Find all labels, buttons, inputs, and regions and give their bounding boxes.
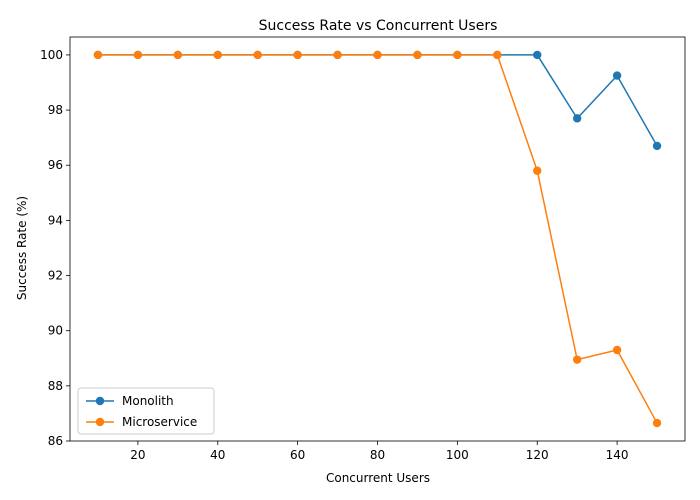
legend-label: Monolith (122, 394, 174, 408)
x-tick-label: 140 (606, 448, 629, 462)
x-tick-label: 120 (526, 448, 549, 462)
x-tick-label: 40 (210, 448, 225, 462)
data-point (253, 50, 262, 60)
x-tick-label: 100 (446, 448, 469, 462)
x-tick-label: 20 (130, 448, 145, 462)
x-axis: 20 40 60 80 100 120 140 (130, 441, 629, 462)
data-point (493, 50, 502, 60)
data-point (333, 50, 342, 60)
series-microservice (93, 50, 662, 428)
x-tick-label: 80 (370, 448, 385, 462)
legend-swatch-marker (95, 417, 105, 427)
plot-area (69, 36, 686, 442)
legend-entry-microservice: Microservice (86, 415, 197, 429)
data-point (133, 50, 143, 60)
legend: Monolith Microservice (77, 387, 215, 435)
y-tick-label: 88 (48, 379, 63, 393)
plot-frame (69, 36, 686, 442)
y-axis: 86 88 90 92 94 96 98 100 (40, 48, 70, 448)
data-point (373, 50, 382, 60)
data-point (612, 71, 622, 80)
legend-label: Microservice (122, 415, 197, 429)
data-point (572, 114, 582, 123)
data-point (93, 50, 103, 60)
data-point (293, 50, 302, 60)
y-tick-label: 96 (48, 158, 63, 172)
data-point (533, 166, 542, 175)
data-point (652, 141, 662, 151)
y-tick-label: 86 (48, 434, 63, 448)
y-tick-label: 98 (48, 103, 63, 117)
x-axis-label: Concurrent Users (326, 471, 430, 485)
data-point (612, 345, 622, 355)
x-tick-label: 60 (290, 448, 305, 462)
data-point (173, 50, 183, 60)
chart-title: Success Rate vs Concurrent Users (259, 18, 498, 34)
series-line (97, 54, 658, 424)
y-tick-label: 90 (48, 324, 63, 338)
y-tick-label: 92 (48, 269, 63, 283)
legend-swatch-marker (95, 396, 105, 406)
data-point (213, 50, 222, 60)
data-point (572, 355, 582, 364)
data-point (533, 50, 542, 60)
data-point (652, 418, 662, 428)
y-axis-label: Success Rate (%) (15, 196, 29, 300)
data-point (413, 50, 422, 60)
y-tick-label: 94 (48, 213, 63, 227)
data-point (453, 50, 462, 60)
legend-entry-monolith: Monolith (86, 394, 174, 408)
y-tick-label: 100 (40, 48, 63, 62)
series-line (97, 54, 658, 147)
series-monolith (93, 50, 662, 151)
